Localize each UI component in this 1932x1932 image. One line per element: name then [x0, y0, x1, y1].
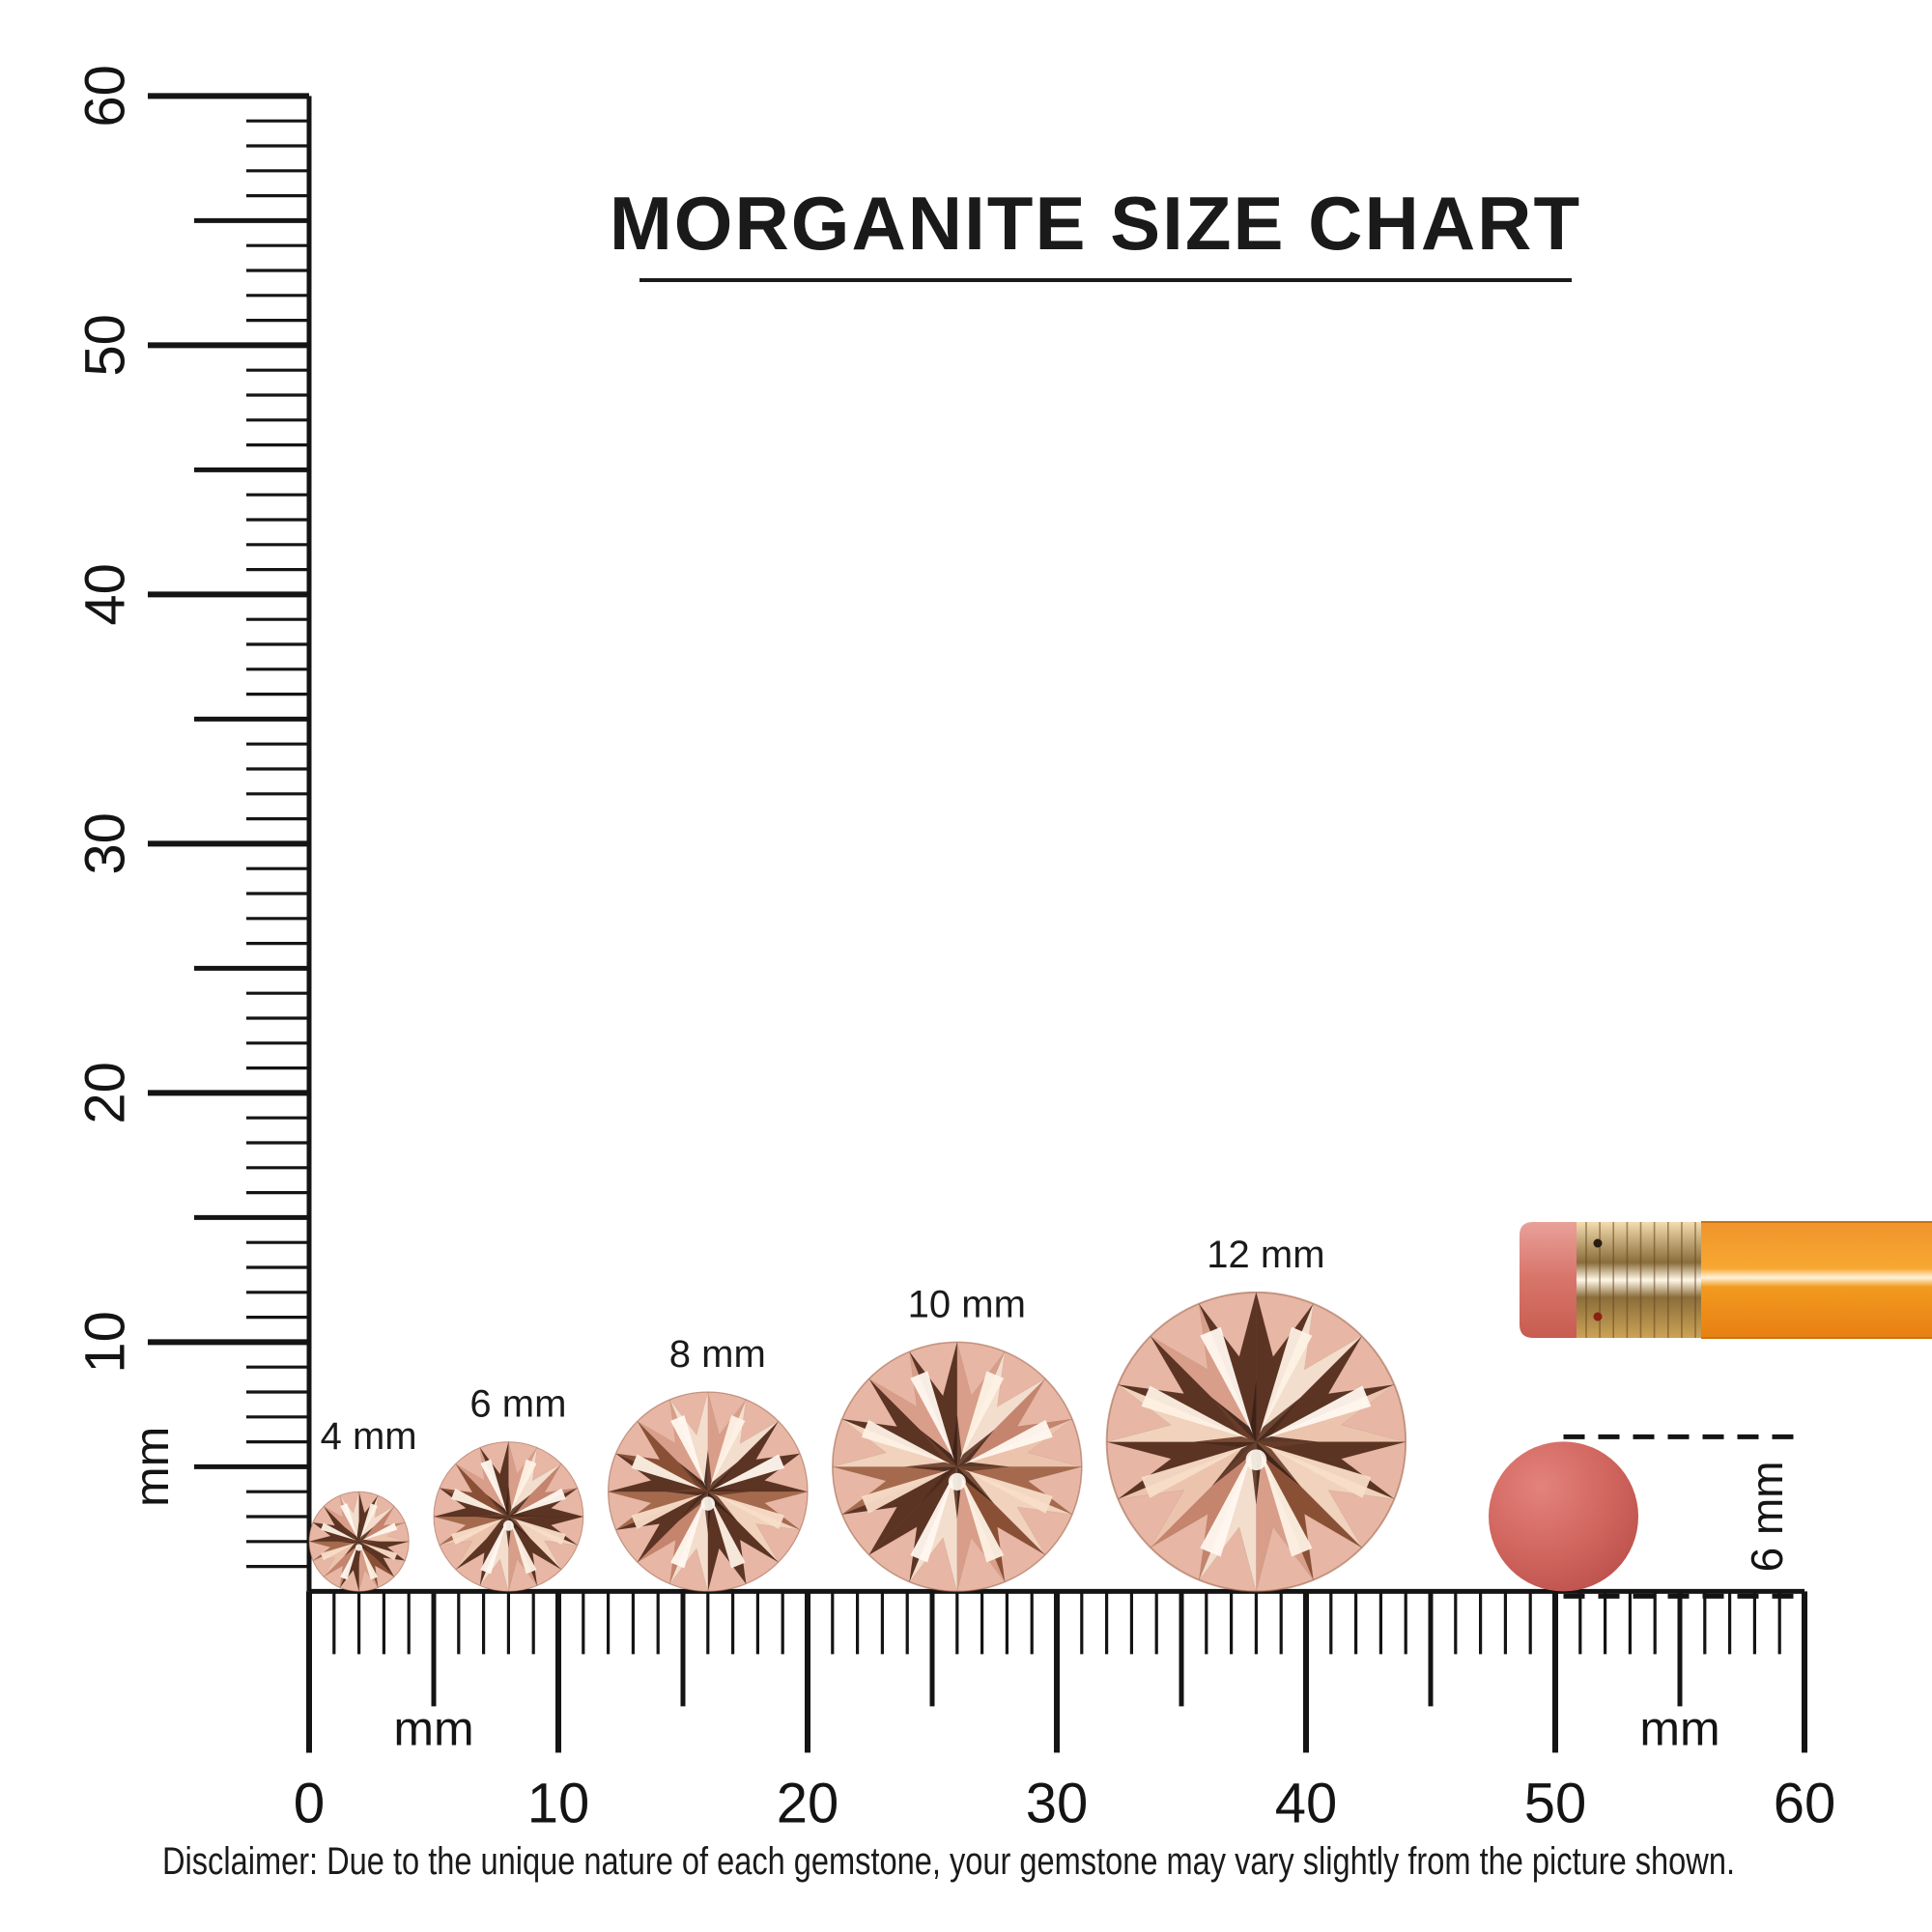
svg-text:mm: mm: [1639, 1701, 1719, 1755]
svg-text:mm: mm: [125, 1427, 179, 1507]
svg-text:40: 40: [1275, 1772, 1338, 1834]
svg-text:30: 30: [73, 812, 136, 875]
svg-text:MORGANITE SIZE CHART: MORGANITE SIZE CHART: [610, 181, 1581, 266]
svg-text:50: 50: [73, 314, 136, 377]
svg-text:8 mm: 8 mm: [669, 1333, 766, 1376]
svg-text:50: 50: [1524, 1772, 1587, 1834]
svg-text:20: 20: [777, 1772, 839, 1834]
svg-text:Disclaimer: Due to the unique: Disclaimer: Due to the unique nature of …: [162, 1840, 1735, 1883]
svg-text:10 mm: 10 mm: [908, 1283, 1026, 1325]
svg-text:10: 10: [73, 1311, 136, 1374]
svg-text:0: 0: [294, 1772, 325, 1834]
svg-text:30: 30: [1026, 1772, 1089, 1834]
svg-text:60: 60: [73, 65, 136, 128]
svg-text:6 mm: 6 mm: [1742, 1461, 1792, 1572]
svg-text:4 mm: 4 mm: [321, 1415, 417, 1458]
svg-text:20: 20: [73, 1062, 136, 1124]
svg-text:60: 60: [1774, 1772, 1836, 1834]
svg-text:10: 10: [527, 1772, 590, 1834]
svg-text:6 mm: 6 mm: [469, 1383, 566, 1426]
svg-text:40: 40: [73, 563, 136, 626]
svg-text:mm: mm: [393, 1701, 473, 1755]
svg-text:12 mm: 12 mm: [1207, 1234, 1324, 1276]
